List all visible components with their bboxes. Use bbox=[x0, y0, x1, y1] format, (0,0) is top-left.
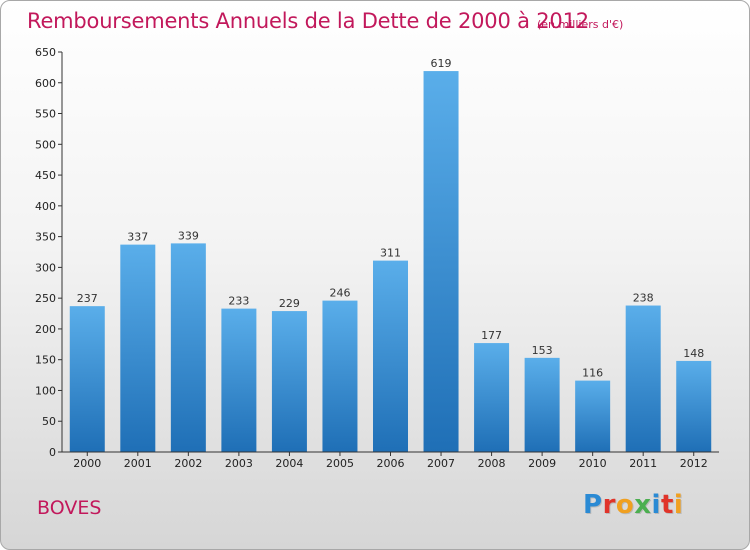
bar bbox=[676, 360, 712, 452]
bar-value-label: 238 bbox=[633, 292, 654, 305]
bar-value-label: 229 bbox=[279, 297, 300, 310]
bar bbox=[271, 311, 307, 452]
bar-value-label: 339 bbox=[178, 229, 199, 242]
y-tick-label: 50 bbox=[42, 415, 56, 428]
y-tick-label: 550 bbox=[35, 108, 56, 121]
bar-value-label: 148 bbox=[683, 347, 704, 360]
town-name: BOVES bbox=[37, 497, 102, 519]
x-axis: 2000 2001 2002 2003 2004 2005 2006 2007 2008 2009… bbox=[62, 451, 719, 470]
x-tick-label: 2012 bbox=[680, 457, 708, 470]
y-tick-label: 500 bbox=[35, 138, 56, 151]
x-tick-label: 2003 bbox=[225, 457, 253, 470]
y-tick-label: 200 bbox=[35, 323, 56, 336]
bar bbox=[373, 260, 408, 452]
x-tick-label: 2011 bbox=[629, 457, 657, 470]
logo-letter: o bbox=[615, 490, 635, 520]
chart-title: Remboursements Annuels de la Dette de 20… bbox=[27, 9, 589, 33]
bar bbox=[221, 308, 257, 452]
bar-value-label: 233 bbox=[228, 295, 249, 308]
y-tick-label: 0 bbox=[49, 446, 56, 459]
x-tick-label: 2010 bbox=[579, 457, 607, 470]
bar-value-label: 153 bbox=[532, 344, 553, 357]
y-tick-label: 450 bbox=[35, 169, 56, 182]
bar-value-label: 337 bbox=[127, 231, 148, 244]
x-tick-label: 2000 bbox=[73, 457, 101, 470]
logo-letter: r bbox=[602, 490, 616, 520]
proxiti-logo[interactable]: Proxiti bbox=[583, 490, 683, 520]
y-axis: 0 50 100 150 200 250 300 350 400 450 500 550 600 650 bbox=[35, 46, 63, 459]
bar bbox=[170, 243, 206, 452]
logo-letter: t bbox=[660, 490, 674, 520]
bar bbox=[423, 71, 459, 453]
chart-unit-label: (en milliers d'€) bbox=[537, 18, 624, 31]
bars-group: 237 337 339 233 229 246 311 619 177 153 116 238 148 bbox=[69, 57, 712, 453]
x-tick-label: 2002 bbox=[174, 457, 202, 470]
bar bbox=[69, 306, 105, 452]
bar bbox=[575, 380, 611, 452]
bar bbox=[524, 357, 560, 452]
y-tick-label: 350 bbox=[35, 231, 56, 244]
logo-letter: i bbox=[651, 490, 661, 520]
x-tick-label: 2005 bbox=[326, 457, 354, 470]
y-tick-label: 650 bbox=[35, 46, 56, 59]
y-tick-label: 100 bbox=[35, 384, 56, 397]
y-tick-label: 600 bbox=[35, 77, 56, 90]
x-tick-label: 2009 bbox=[528, 457, 556, 470]
bar-value-label: 177 bbox=[481, 329, 502, 342]
bar bbox=[474, 343, 510, 452]
bar bbox=[322, 300, 358, 452]
x-tick-label: 2006 bbox=[377, 457, 405, 470]
bar-value-label: 116 bbox=[582, 367, 603, 380]
logo-letter: P bbox=[583, 490, 603, 520]
x-tick-label: 2004 bbox=[275, 457, 303, 470]
x-tick-label: 2007 bbox=[427, 457, 455, 470]
logo-letter: i bbox=[673, 490, 684, 520]
logo-letter: x bbox=[634, 490, 652, 520]
bar-value-label: 237 bbox=[77, 292, 98, 305]
x-tick-label: 2008 bbox=[478, 457, 506, 470]
x-tick-label: 2001 bbox=[124, 457, 152, 470]
y-tick-label: 300 bbox=[35, 261, 56, 274]
bar bbox=[120, 244, 156, 452]
bar-value-label: 311 bbox=[380, 247, 401, 260]
bar-value-label: 246 bbox=[329, 287, 350, 300]
y-tick-label: 250 bbox=[35, 292, 56, 305]
bar bbox=[625, 305, 661, 452]
y-tick-label: 400 bbox=[35, 200, 56, 213]
bar-value-label: 619 bbox=[431, 57, 452, 70]
y-tick-label: 150 bbox=[35, 354, 56, 367]
